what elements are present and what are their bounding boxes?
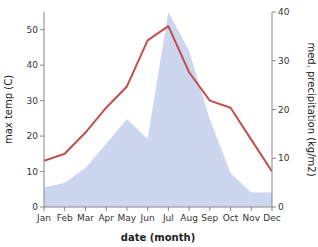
- y2-tick-label: 40: [278, 7, 290, 17]
- x-tick-label: Dec: [263, 213, 280, 223]
- x-tick-label: Jun: [140, 213, 155, 223]
- x-axis-line: [44, 207, 272, 208]
- y-tick: [40, 207, 44, 208]
- y2-tick: [272, 12, 276, 13]
- x-tick: [230, 207, 231, 211]
- x-tick-label: Apr: [98, 213, 114, 223]
- y2-axis-label: med. precipitation (kg/m2): [306, 42, 317, 176]
- y-axis-line: [44, 12, 45, 207]
- x-tick-label: Jul: [162, 213, 174, 223]
- x-tick: [251, 207, 252, 211]
- y-tick-label: 30: [27, 96, 39, 106]
- x-tick: [168, 207, 169, 211]
- y2-tick-label: 20: [278, 105, 290, 115]
- plot-area: [44, 12, 272, 207]
- x-tick: [126, 207, 127, 211]
- x-tick-label: Mar: [77, 213, 94, 223]
- line: [44, 26, 272, 171]
- x-tick: [189, 207, 190, 211]
- x-tick: [147, 207, 148, 211]
- x-tick-label: Nov: [242, 213, 260, 223]
- x-tick-label: Oct: [223, 213, 239, 223]
- y2-tick-label: 0: [278, 202, 284, 212]
- x-tick-label: Feb: [57, 213, 73, 223]
- y-tick-label: 50: [27, 25, 39, 35]
- x-tick: [272, 207, 273, 211]
- y2-tick-label: 30: [278, 56, 290, 66]
- x-tick: [85, 207, 86, 211]
- y-tick: [40, 136, 44, 137]
- y2-tick: [272, 60, 276, 61]
- area: [44, 12, 272, 207]
- x-axis-label: date (month): [121, 232, 195, 243]
- y2-tick: [272, 207, 276, 208]
- y2-tick: [272, 109, 276, 110]
- x-tick-label: Jan: [36, 213, 51, 223]
- x-tick: [106, 207, 107, 211]
- y-tick: [40, 171, 44, 172]
- x-tick: [209, 207, 210, 211]
- y-tick-label: 10: [27, 167, 39, 177]
- x-tick-label: Sep: [201, 213, 218, 223]
- x-tick-label: May: [118, 213, 137, 223]
- chart: 0 10 20 30 40 50 0 10 20 30 40 Jan Feb Mar Apr MayJun Ju…: [0, 0, 318, 247]
- x-tick: [64, 207, 65, 211]
- y-tick-label: 0: [32, 202, 38, 212]
- x-tick: [44, 207, 45, 211]
- y-tick: [40, 29, 44, 30]
- y2-tick: [272, 158, 276, 159]
- y-tick-label: 20: [27, 131, 39, 141]
- y-axis-label: max temp (C): [3, 75, 14, 144]
- y-tick-label: 40: [27, 60, 39, 70]
- y-tick: [40, 100, 44, 101]
- y2-tick-label: 10: [278, 153, 290, 163]
- x-tick-label: Aug: [180, 213, 198, 223]
- y-tick: [40, 65, 44, 66]
